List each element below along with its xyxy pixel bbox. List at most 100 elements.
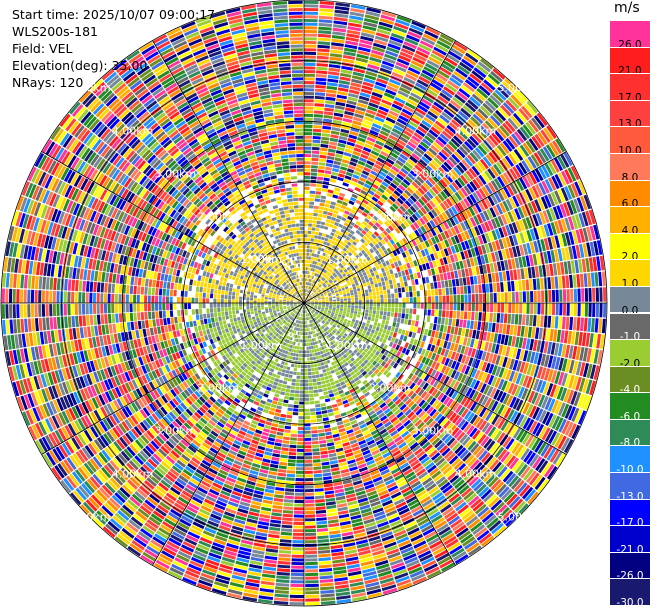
velocity-bin xyxy=(351,305,355,309)
velocity-bin xyxy=(313,114,323,118)
velocity-bin xyxy=(368,173,377,180)
velocity-bin xyxy=(341,159,350,164)
velocity-bin xyxy=(304,212,309,216)
velocity-bin xyxy=(358,300,362,303)
velocity-bin xyxy=(290,576,304,580)
velocity-bin xyxy=(463,285,468,294)
velocity-bin xyxy=(403,76,416,85)
velocity-bin xyxy=(395,61,409,70)
velocity-bin xyxy=(319,571,333,576)
velocity-bin xyxy=(319,251,324,256)
velocity-bin xyxy=(313,470,322,474)
velocity-bin xyxy=(312,444,320,449)
velocity-bin xyxy=(338,139,347,145)
velocity-bin xyxy=(305,270,308,274)
velocity-bin xyxy=(315,74,327,78)
velocity-bin xyxy=(314,484,324,489)
velocity-bin xyxy=(448,318,453,326)
velocity-bin xyxy=(410,24,425,33)
velocity-bin xyxy=(309,194,315,198)
velocity-bin xyxy=(457,269,462,278)
velocity-bin xyxy=(306,350,310,354)
velocity-bin xyxy=(330,201,337,206)
velocity-bin xyxy=(375,274,380,279)
velocity-bin xyxy=(408,27,423,36)
velocity-bin xyxy=(304,412,310,416)
velocity-bin xyxy=(304,132,313,136)
velocity-bin xyxy=(304,259,307,263)
velocity-bin xyxy=(486,303,490,312)
velocity-bin xyxy=(502,324,507,334)
velocity-bin xyxy=(307,289,309,293)
velocity-bin xyxy=(305,296,307,300)
velocity-bin xyxy=(551,289,556,302)
velocity-bin xyxy=(308,256,312,260)
velocity-bin xyxy=(313,264,316,269)
velocity-bin xyxy=(370,329,375,334)
velocity-bin xyxy=(559,289,563,302)
velocity-bin xyxy=(368,324,373,329)
velocity-bin xyxy=(318,271,322,275)
velocity-bin xyxy=(312,451,320,456)
velocity-bin xyxy=(583,317,588,332)
velocity-bin xyxy=(325,166,333,171)
velocity-bin xyxy=(357,314,361,318)
velocity-bin xyxy=(334,221,339,227)
velocity-bin xyxy=(556,329,562,343)
velocity-bin xyxy=(304,201,309,205)
velocity-bin xyxy=(434,267,439,275)
velocity-bin xyxy=(305,550,318,555)
velocity-bin xyxy=(306,274,309,278)
velocity-bin xyxy=(304,234,308,238)
velocity-bin xyxy=(304,419,311,423)
velocity-bin xyxy=(293,529,304,533)
velocity-bin xyxy=(347,298,351,301)
velocity-bin xyxy=(384,120,395,127)
velocity-bin xyxy=(324,428,332,432)
velocity-bin xyxy=(500,292,505,303)
velocity-bin xyxy=(339,208,345,213)
velocity-bin xyxy=(390,326,395,332)
velocity-bin xyxy=(365,306,369,310)
velocity-bin xyxy=(375,81,387,88)
velocity-bin xyxy=(362,322,366,326)
velocity-bin xyxy=(313,466,322,470)
velocity-bin xyxy=(324,253,329,258)
velocity-bin xyxy=(373,306,377,311)
velocity-bin xyxy=(340,128,350,134)
velocity-bin xyxy=(304,354,307,358)
velocity-bin xyxy=(337,374,342,379)
velocity-bin xyxy=(424,328,429,336)
velocity-bin xyxy=(404,281,408,287)
velocity-bin xyxy=(334,105,345,110)
velocity-bin xyxy=(304,492,315,496)
velocity-bin xyxy=(304,248,307,252)
velocity-bin xyxy=(548,303,552,315)
velocity-bin xyxy=(353,202,360,208)
velocity-bin xyxy=(376,310,380,315)
velocity-bin xyxy=(316,183,323,188)
velocity-bin xyxy=(363,116,374,123)
velocity-bin xyxy=(363,21,378,28)
velocity-bin xyxy=(416,46,431,56)
velocity-bin xyxy=(500,282,504,292)
velocity-bin xyxy=(369,303,373,307)
velocity-bin xyxy=(341,216,347,222)
velocity-bin xyxy=(333,241,339,246)
velocity-bin xyxy=(354,60,368,67)
velocity-bin xyxy=(308,271,311,275)
velocity-bin xyxy=(364,312,369,317)
velocity-bin xyxy=(548,290,552,302)
velocity-bin xyxy=(371,49,384,57)
velocity-bin xyxy=(485,312,490,322)
velocity-bin xyxy=(380,64,393,71)
velocity-bin xyxy=(305,569,319,573)
velocity-bin xyxy=(308,208,314,213)
velocity-bin xyxy=(320,263,324,268)
velocity-bin xyxy=(304,186,310,190)
velocity-bin xyxy=(330,463,339,469)
velocity-bin xyxy=(304,26,318,30)
velocity-bin xyxy=(357,99,369,105)
velocity-bin xyxy=(547,277,552,290)
velocity-bin xyxy=(537,303,541,315)
